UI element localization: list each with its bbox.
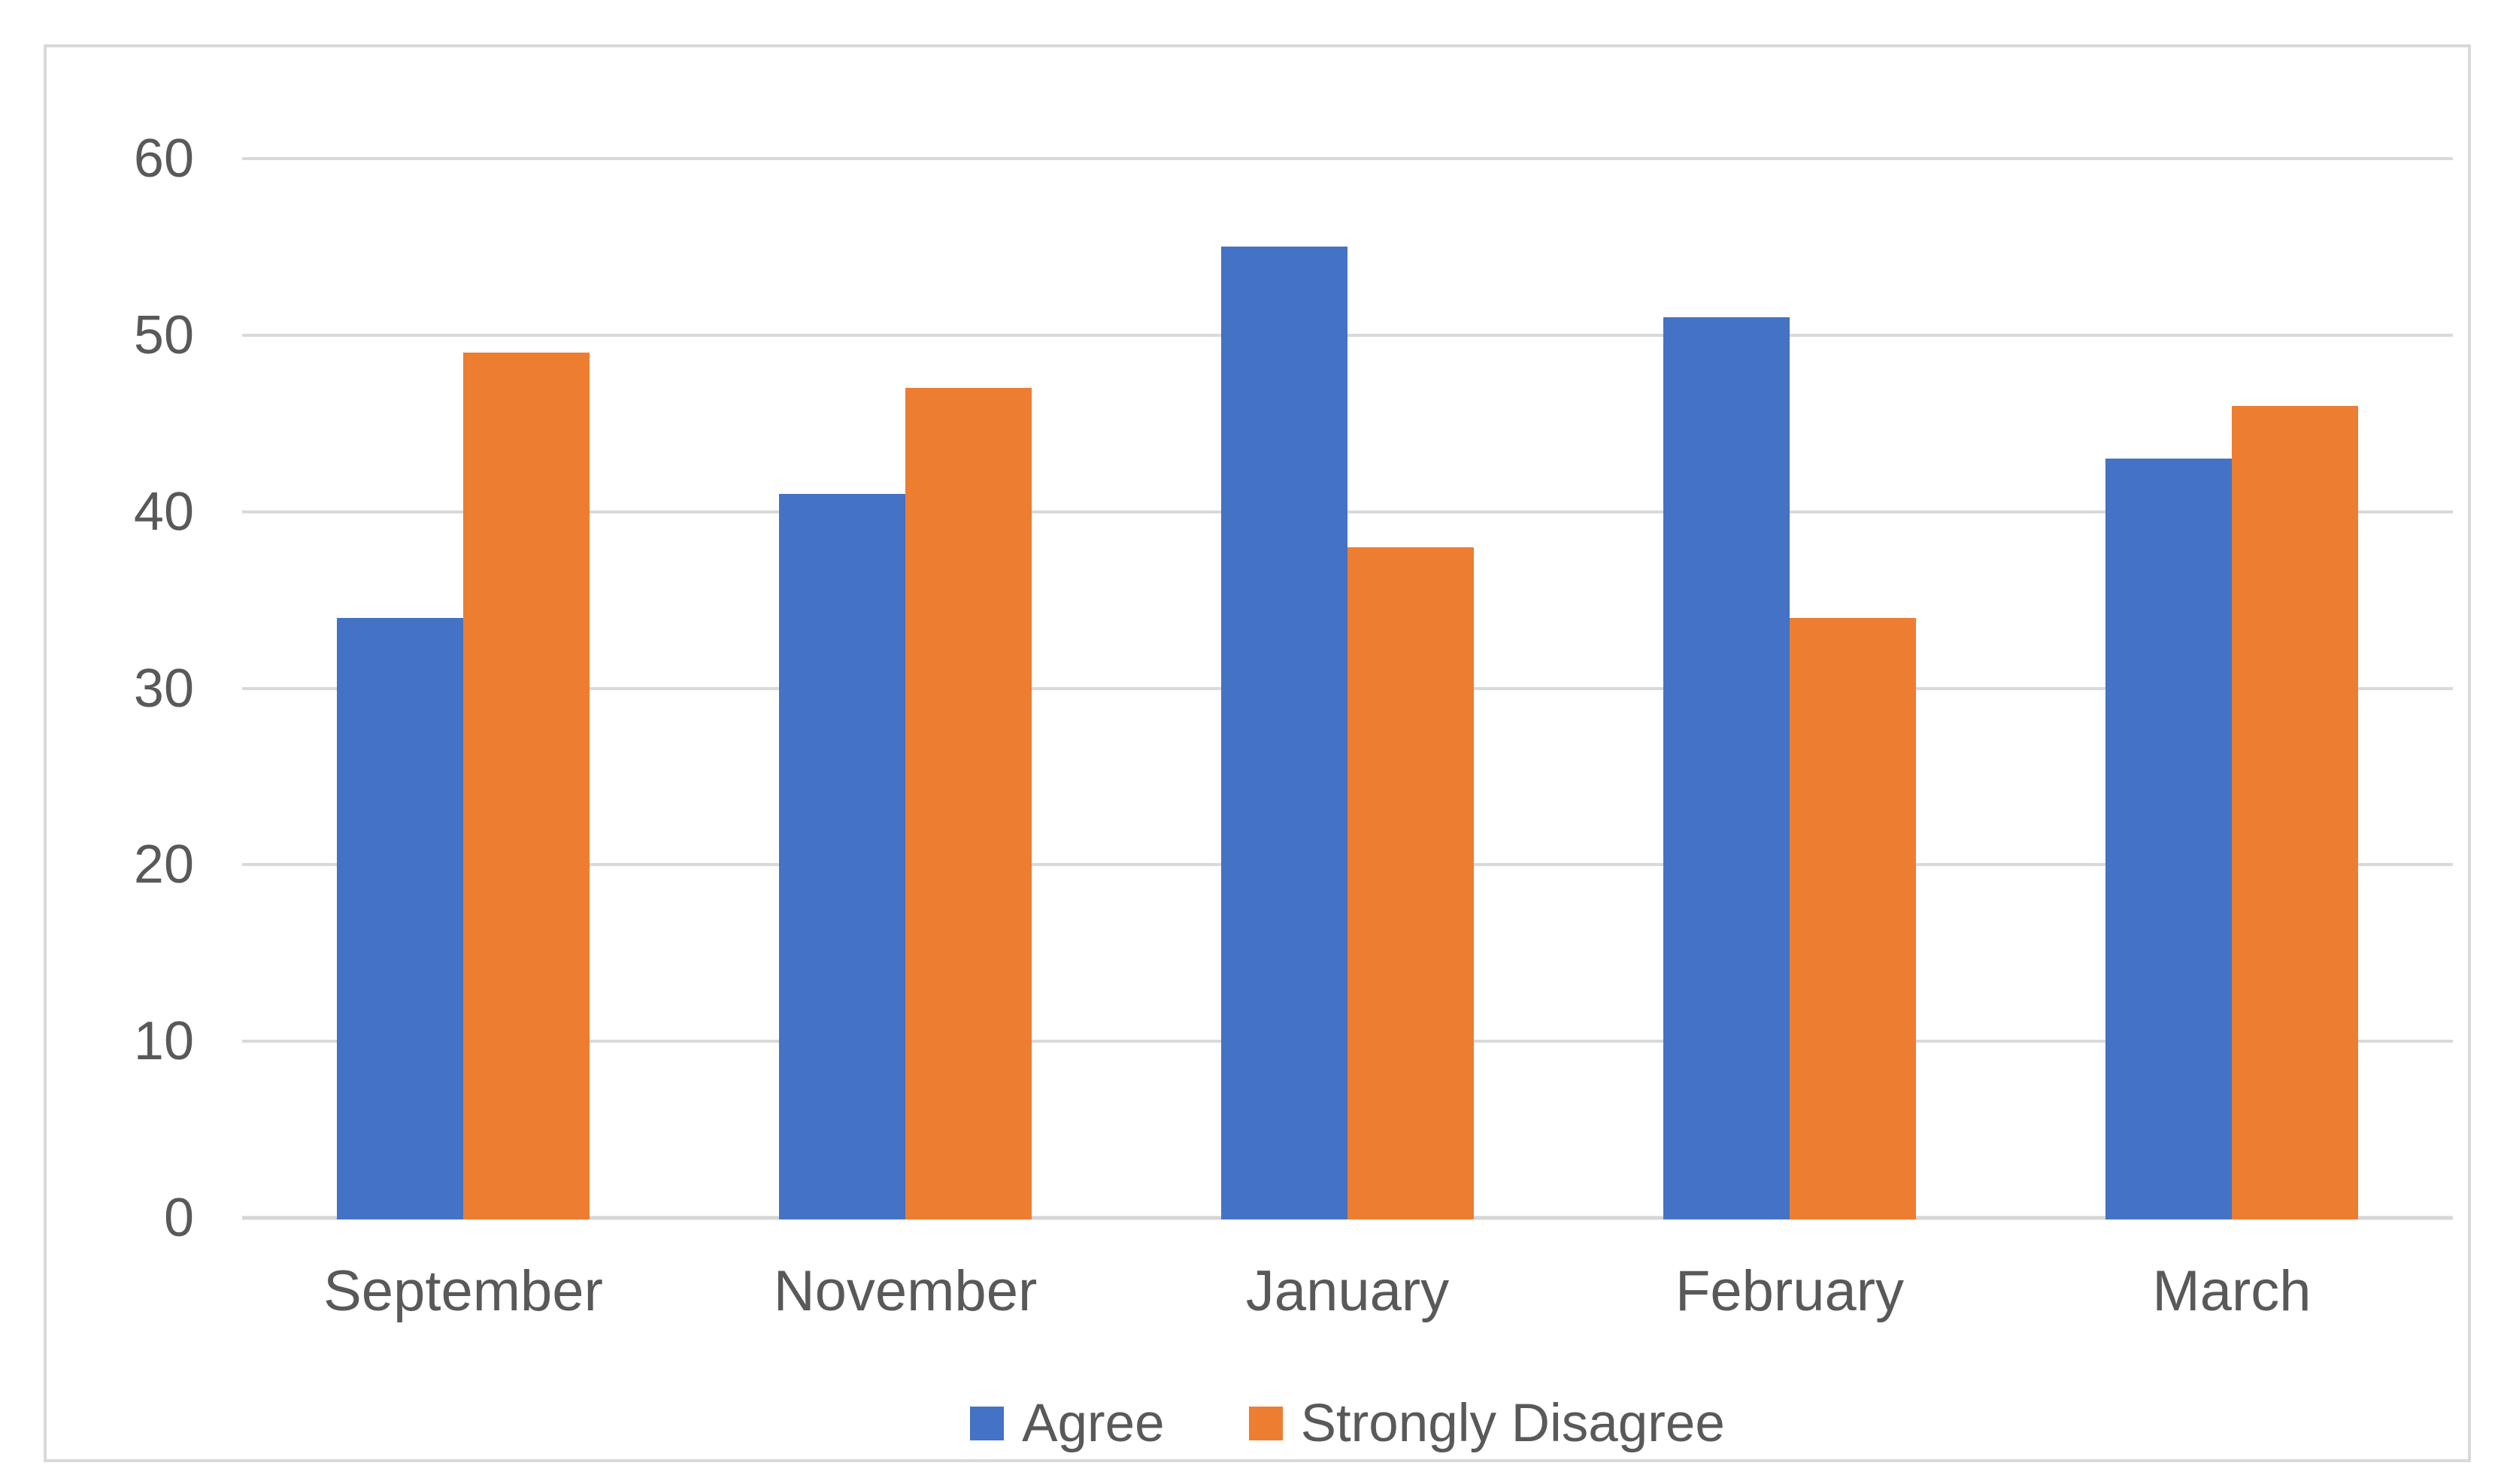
y-tick-label-10: 10 bbox=[133, 1011, 194, 1072]
gridline-50 bbox=[242, 333, 2453, 337]
legend-marker-strongly-disagree bbox=[1248, 1406, 1283, 1440]
gridline-40 bbox=[242, 510, 2453, 513]
bar-agree-january bbox=[1221, 247, 1347, 1219]
x-tick-label-november: November bbox=[773, 1259, 1038, 1323]
legend-label-agree: Agree bbox=[1022, 1393, 1165, 1453]
legend-item-strongly-disagree: Strongly Disagree bbox=[1248, 1393, 1725, 1453]
gridline-60 bbox=[242, 157, 2453, 160]
legend-marker-agree bbox=[970, 1406, 1005, 1440]
legend-item-agree: Agree bbox=[970, 1393, 1165, 1453]
bar-strongly-disagree-march bbox=[2232, 405, 2358, 1219]
bar-agree-september bbox=[337, 617, 463, 1219]
x-tick-label-september: September bbox=[323, 1259, 603, 1323]
bar-strongly-disagree-september bbox=[463, 353, 590, 1219]
bar-strongly-disagree-february bbox=[1790, 617, 1916, 1219]
y-tick-label-0: 0 bbox=[163, 1188, 194, 1248]
y-tick-label-30: 30 bbox=[133, 658, 194, 719]
x-tick-label-february: February bbox=[1675, 1259, 1905, 1323]
chart-frame: 0 10 20 30 40 50 60 September November January Fe… bbox=[44, 44, 2471, 1462]
bar-agree-march bbox=[2105, 459, 2232, 1219]
x-tick-label-january: January bbox=[1245, 1259, 1450, 1323]
legend: Agree Strongly Disagree bbox=[242, 1389, 2453, 1458]
x-tick-label-march: March bbox=[2152, 1259, 2311, 1323]
bar-agree-february bbox=[1663, 317, 1790, 1219]
plot-area bbox=[242, 157, 2453, 1220]
y-tick-label-60: 60 bbox=[133, 129, 194, 189]
legend-label-strongly-disagree: Strongly Disagree bbox=[1300, 1393, 1725, 1453]
y-tick-label-40: 40 bbox=[133, 481, 194, 542]
bar-strongly-disagree-january bbox=[1347, 547, 1474, 1219]
bar-strongly-disagree-november bbox=[905, 388, 1032, 1219]
y-tick-label-50: 50 bbox=[133, 304, 194, 365]
y-tick-label-20: 20 bbox=[133, 834, 194, 895]
bar-agree-november bbox=[779, 494, 905, 1219]
